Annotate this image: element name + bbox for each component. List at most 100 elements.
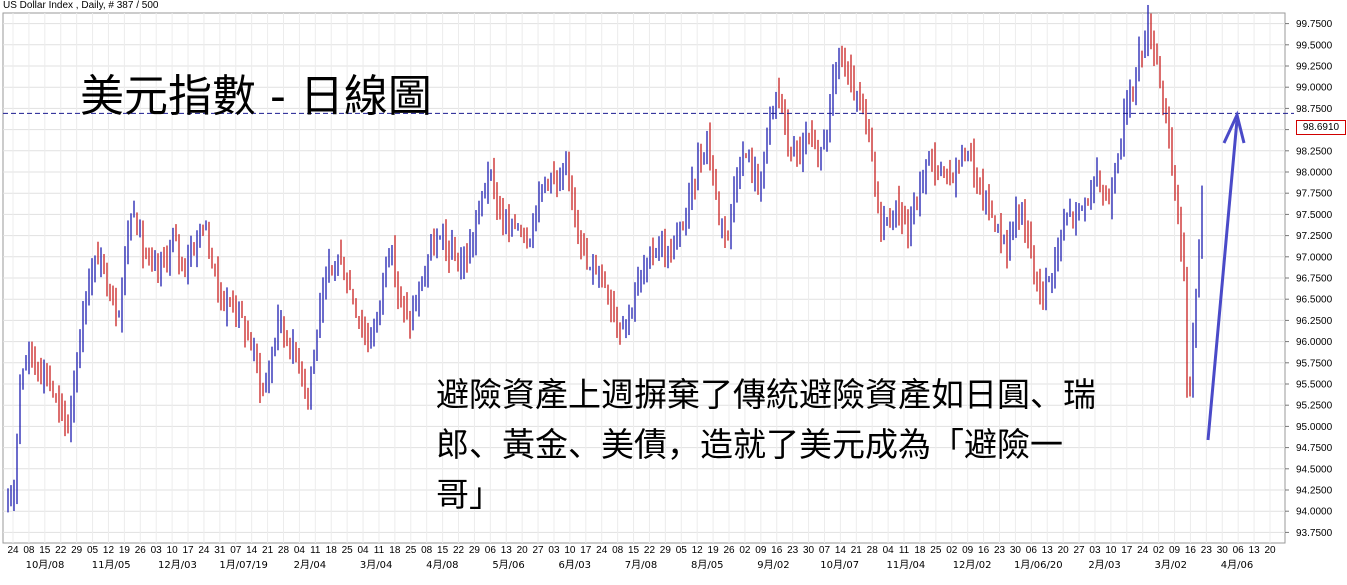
x-tick-label: 08: [421, 545, 433, 556]
x-tick-label: 17: [580, 545, 592, 556]
x-tick-label: 06: [1026, 545, 1038, 556]
y-tick-label: 95.7500: [1296, 358, 1333, 369]
y-tick-label: 94.0000: [1296, 507, 1333, 518]
grid-lines: [3, 13, 1285, 543]
x-tick-label: 06: [1233, 545, 1245, 556]
y-tick-label: 97.7500: [1296, 189, 1333, 200]
candles: [7, 4, 1203, 513]
y-tick-label: 97.0000: [1296, 252, 1333, 263]
x-tick-label: 25: [405, 545, 417, 556]
x-tick-label: 20: [1058, 545, 1070, 556]
x-tick-label: 25: [930, 545, 942, 556]
x-tick-label: 23: [1201, 545, 1213, 556]
x-tick-label: 12: [103, 545, 115, 556]
x-tick-label: 27: [533, 545, 545, 556]
x-tick-label: 03: [1089, 545, 1101, 556]
x-tick-label: 24: [7, 545, 19, 556]
current-price-label: 98.6910: [1296, 120, 1346, 135]
y-axis: 93.7500 94.0000 94.2500 94.5000 94.7500 95.00…: [1285, 19, 1333, 539]
x-month-label: 10月/07: [820, 559, 859, 571]
x-month-label: 4月/08: [426, 559, 458, 571]
x-axis: 24 08 15 22 29 05 12 19 26 03 10 17 24 31 07 14 21 28 04 11…: [7, 545, 1276, 571]
x-tick-label: 30: [1010, 545, 1022, 556]
x-tick-label: 26: [135, 545, 147, 556]
x-tick-label: 08: [612, 545, 624, 556]
x-tick-label: 23: [994, 545, 1006, 556]
x-tick-label: 02: [1153, 545, 1165, 556]
x-month-label: 3月/02: [1155, 559, 1187, 571]
x-tick-label: 06: [485, 545, 497, 556]
y-tick-label: 99.0000: [1296, 83, 1333, 94]
y-tick-label: 96.7500: [1296, 274, 1333, 285]
x-tick-label: 13: [1249, 545, 1261, 556]
chart-header: US Dollar Index , Daily, # 387 / 500: [3, 0, 159, 11]
x-tick-label: 20: [517, 545, 529, 556]
x-tick-label: 22: [644, 545, 656, 556]
x-tick-label: 04: [883, 545, 895, 556]
x-tick-label: 18: [914, 545, 926, 556]
x-tick-label: 07: [230, 545, 242, 556]
x-tick-label: 10: [167, 545, 179, 556]
x-tick-label: 21: [851, 545, 863, 556]
x-month-label: 2月/04: [294, 559, 326, 571]
x-month-label: 7月/08: [625, 559, 657, 571]
x-tick-label: 25: [342, 545, 354, 556]
x-tick-label: 19: [708, 545, 720, 556]
x-tick-label: 16: [1185, 545, 1197, 556]
y-tick-label: 93.7500: [1296, 528, 1333, 539]
x-month-label: 3月/04: [360, 559, 392, 571]
y-tick-label: 98.7500: [1296, 104, 1333, 115]
y-tick-label: 96.0000: [1296, 337, 1333, 348]
x-tick-label: 22: [55, 545, 67, 556]
x-tick-label: 16: [978, 545, 990, 556]
x-tick-label: 15: [628, 545, 640, 556]
x-month-label: 8月/05: [691, 559, 723, 571]
y-tick-label: 94.5000: [1296, 464, 1333, 475]
x-month-label: 9月/02: [757, 559, 789, 571]
x-tick-label: 17: [182, 545, 194, 556]
x-month-label: 1月/07/19: [219, 559, 268, 571]
x-month-label: 11月/04: [886, 559, 925, 571]
y-tick-label: 94.7500: [1296, 443, 1333, 454]
x-tick-label: 18: [389, 545, 401, 556]
x-tick-label: 13: [501, 545, 513, 556]
x-tick-label: 27: [1074, 545, 1086, 556]
x-tick-label: 05: [87, 545, 99, 556]
x-month-label: 11月/05: [92, 559, 131, 571]
x-tick-label: 22: [453, 545, 465, 556]
y-tick-label: 99.2500: [1296, 62, 1333, 73]
x-tick-label: 29: [660, 545, 672, 556]
x-tick-label: 03: [548, 545, 560, 556]
x-tick-label: 31: [214, 545, 226, 556]
x-tick-label: 21: [262, 545, 274, 556]
x-tick-label: 09: [755, 545, 767, 556]
x-tick-label: 30: [803, 545, 815, 556]
x-tick-label: 17: [1121, 545, 1133, 556]
x-month-label: 4月/06: [1221, 559, 1253, 571]
x-tick-label: 02: [739, 545, 751, 556]
x-tick-label: 04: [357, 545, 369, 556]
x-month-label: 5月/06: [492, 559, 524, 571]
x-tick-label: 20: [1264, 545, 1276, 556]
y-tick-label: 94.2500: [1296, 486, 1333, 497]
x-tick-label: 12: [692, 545, 704, 556]
x-tick-label: 23: [787, 545, 799, 556]
x-tick-label: 11: [310, 545, 321, 556]
x-tick-label: 09: [1169, 545, 1181, 556]
y-tick-label: 98.2500: [1296, 146, 1333, 157]
up-arrow: [1206, 110, 1246, 441]
x-tick-label: 11: [899, 545, 910, 556]
x-tick-label: 07: [819, 545, 831, 556]
x-tick-label: 28: [278, 545, 290, 556]
y-tick-label: 97.2500: [1296, 231, 1333, 242]
x-tick-label: 24: [596, 545, 608, 556]
chart-title: 美元指數 - 日線圖: [80, 71, 432, 122]
x-tick-label: 03: [151, 545, 163, 556]
y-tick-label: 96.2500: [1296, 316, 1333, 327]
x-tick-label: 08: [23, 545, 35, 556]
x-tick-label: 28: [867, 545, 879, 556]
x-tick-label: 26: [723, 545, 735, 556]
x-tick-label: 29: [469, 545, 481, 556]
x-month-label: 2月/03: [1088, 559, 1120, 571]
x-tick-label: 10: [1105, 545, 1117, 556]
